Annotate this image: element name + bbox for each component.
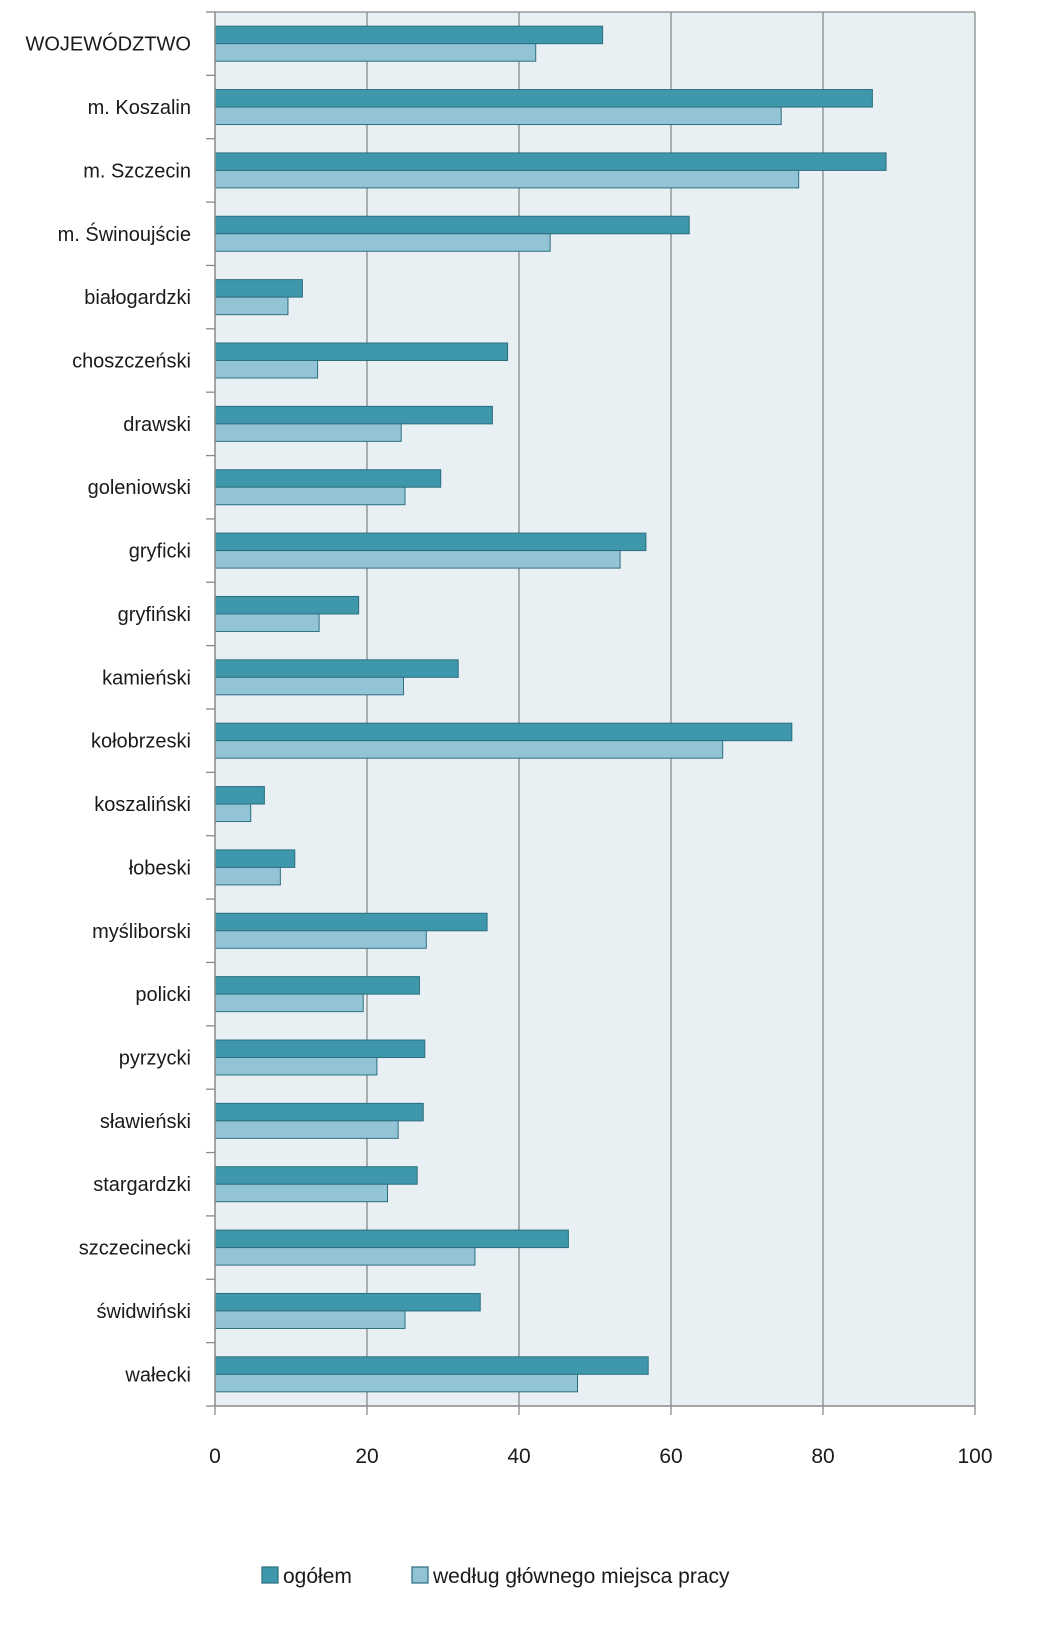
x-tick-label: 60 (659, 1445, 682, 1468)
legend-swatch (411, 1566, 429, 1584)
x-tick-label: 40 (507, 1445, 530, 1468)
bar-ogolem (214, 849, 296, 868)
category-label: białogardzki (84, 287, 191, 309)
category-label: pyrzycki (119, 1048, 191, 1070)
bar-ogolem (214, 532, 647, 552)
bar-ogolem (214, 1166, 418, 1185)
bar-ogolem (214, 1292, 481, 1312)
bar-wedlug (214, 866, 281, 886)
category-label: WOJEWÓDZTWO (25, 33, 191, 56)
x-tick-label: 80 (811, 1445, 834, 1468)
legend: ogółem według głównego miejsca pracy (261, 1565, 730, 1588)
bar-ogolem (214, 89, 873, 108)
bar-ogolem (214, 1229, 569, 1249)
category-label: łobeski (129, 857, 191, 879)
bar-ogolem (214, 279, 303, 298)
bar-wedlug (214, 233, 551, 252)
category-label: goleniowski (88, 477, 191, 499)
x-tick-label: 20 (355, 1445, 378, 1468)
bar-wedlug (214, 1183, 389, 1203)
bar-ogolem (214, 215, 690, 235)
x-tick-label: 100 (957, 1445, 992, 1468)
category-label: choszczeński (72, 351, 191, 373)
bar-wedlug (214, 360, 319, 379)
legend-swatch (261, 1566, 279, 1584)
bar-wedlug (214, 43, 537, 62)
x-tick-label: 0 (209, 1445, 221, 1468)
category-label: świdwiński (97, 1301, 191, 1323)
bar-wedlug (214, 613, 320, 632)
category-label: m. Koszalin (88, 97, 191, 119)
bar-wedlug (214, 1373, 579, 1393)
bar-wedlug (214, 296, 289, 316)
category-labels: WOJEWÓDZTWO m. Koszalin m. Szczecin m. Świn… (25, 33, 191, 1387)
category-label: gryfiński (118, 604, 191, 626)
category-label: kołobrzeski (91, 731, 191, 753)
bar-wedlug (214, 423, 402, 442)
bar-ogolem (214, 1356, 649, 1375)
category-label: kamieński (102, 667, 191, 689)
bar-ogolem (214, 152, 887, 171)
bar-wedlug (214, 1057, 378, 1076)
bar-wedlug (214, 803, 252, 823)
bar-ogolem (214, 342, 509, 361)
bar-ogolem (214, 595, 360, 615)
category-label: myśliborski (92, 921, 191, 943)
bar-ogolem (214, 659, 459, 678)
bar-ogolem (214, 25, 604, 45)
category-label: gryficki (129, 541, 191, 563)
bar-wedlug (214, 740, 724, 759)
category-label: koszaliński (94, 794, 191, 816)
bar-wedlug (214, 1310, 406, 1329)
bar-wedlug (214, 1247, 476, 1266)
category-label: sławieński (100, 1111, 191, 1133)
bar-ogolem (214, 405, 493, 425)
bar-wedlug (214, 550, 621, 569)
category-label: stargardzki (93, 1174, 191, 1196)
bar-ogolem (214, 976, 420, 995)
bar-wedlug (214, 930, 427, 949)
bar-wedlug (214, 676, 404, 696)
bar-ogolem (214, 469, 442, 488)
category-label: szczecinecki (79, 1238, 191, 1260)
bar-ogolem (214, 786, 265, 805)
bar-ogolem (214, 1102, 424, 1122)
legend-label: według głównego miejsca pracy (432, 1565, 730, 1588)
category-label: policki (135, 984, 191, 1006)
category-label: drawski (123, 414, 191, 436)
bar-ogolem (214, 722, 793, 742)
category-label: m. Świnoujście (58, 222, 191, 246)
bar-wedlug (214, 106, 782, 126)
bar-ogolem (214, 1039, 426, 1058)
bar-wedlug (214, 993, 364, 1013)
bar-wedlug (214, 169, 800, 189)
category-label: wałecki (124, 1364, 191, 1386)
bar-wedlug (214, 486, 406, 506)
bar-ogolem (214, 912, 488, 932)
bar-wedlug (214, 1120, 399, 1139)
x-tick-labels: 0 20 40 60 80 100 (209, 1445, 992, 1468)
category-label: m. Szczecin (83, 160, 191, 182)
axes (206, 11, 975, 1407)
legend-label: ogółem (283, 1565, 352, 1588)
